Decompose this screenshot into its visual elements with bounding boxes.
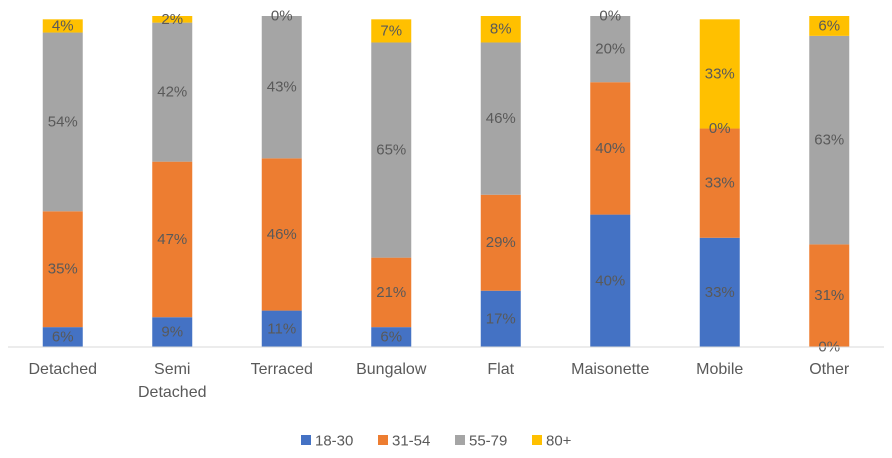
category-label: Maisonette: [571, 361, 649, 378]
bars-layer: [42, 16, 850, 347]
data-label: 46%: [267, 226, 297, 243]
data-label: 20%: [595, 41, 625, 58]
data-label: 2%: [161, 11, 183, 28]
legend-swatch: [455, 435, 465, 445]
bar-segment-18-30-maisonette: [590, 214, 631, 347]
bar-segment-31-54-flat: [480, 194, 521, 291]
category-label: Other: [809, 361, 850, 378]
data-label: 11%: [267, 320, 296, 337]
legend-swatch: [378, 435, 388, 445]
legend: 18-30 31-54 55-79 80+: [301, 433, 572, 450]
bar-segment-18-30-terraced: [261, 310, 302, 347]
bar-segment-18-30-detached: [42, 327, 83, 347]
data-label: 6%: [818, 17, 840, 34]
bar-segment-55-79-other: [809, 35, 850, 245]
data-label: 6%: [380, 329, 402, 346]
bar-segment-31-54-other: [809, 244, 850, 347]
category-label: Detached: [29, 361, 98, 378]
data-label: 33%: [705, 175, 735, 192]
data-label: 17%: [486, 310, 516, 327]
data-label: 0%: [709, 120, 731, 137]
bar-segment-18-30-mobile: [699, 237, 740, 347]
bar-segment-31-54-maisonette: [590, 82, 631, 215]
bar-segment-80+-bungalow: [371, 19, 412, 43]
data-label: 29%: [486, 234, 516, 251]
legend-label: 31-54: [392, 433, 430, 450]
bar-segment-55-79-terraced: [261, 16, 302, 159]
legend-label: 18-30: [315, 433, 353, 450]
data-label: 4%: [52, 17, 74, 34]
bar-segment-55-79-detached: [42, 32, 83, 212]
data-label: 40%: [595, 272, 625, 289]
bar-segment-80+-mobile: [699, 19, 740, 129]
data-label: 33%: [705, 65, 735, 82]
legend-label: 80+: [546, 433, 572, 450]
data-label: 42%: [157, 84, 187, 101]
bar-segment-55-79-maisonette: [590, 16, 631, 83]
category-label: Bungalow: [356, 361, 427, 378]
legend-swatch: [532, 435, 542, 445]
data-label: 54%: [48, 113, 78, 130]
data-label: 43%: [267, 79, 297, 96]
bar-segment-18-30-semi-detached: [152, 317, 193, 347]
bar-segment-31-54-terraced: [261, 158, 302, 311]
category-label: Semi: [154, 361, 190, 378]
bar-segment-55-79-bungalow: [371, 42, 412, 258]
data-label: 63%: [814, 132, 844, 149]
bar-segment-31-54-bungalow: [371, 257, 412, 328]
data-label: 65%: [376, 142, 406, 159]
category-labels-layer: Detached Semi Detached Terraced Bungalow Flat…: [29, 361, 850, 401]
bar-segment-31-54-semi-detached: [152, 161, 193, 318]
data-label: 46%: [486, 110, 516, 127]
category-label: Mobile: [696, 361, 743, 378]
data-label: 0%: [271, 8, 293, 25]
bar-segment-55-79-semi-detached: [152, 22, 193, 162]
category-label: Detached: [138, 384, 207, 401]
bar-segment-18-30-flat: [480, 290, 521, 347]
data-label: 0%: [599, 8, 621, 25]
data-labels-layer: 6% 35% 54% 4% 9% 47% 42% 2% 11% 46% 43% 0% 6% 21% 65% 7…: [48, 8, 845, 356]
legend-swatch: [301, 435, 311, 445]
data-label: 7%: [380, 22, 402, 39]
data-label: 6%: [52, 329, 74, 346]
data-label: 35%: [48, 261, 78, 278]
bar-segment-55-79-flat: [480, 42, 521, 195]
bar-segment-80+-flat: [480, 16, 521, 43]
bar-segment-80+-semi-detached: [152, 16, 193, 23]
bar-segment-18-30-bungalow: [371, 327, 412, 347]
data-label: 33%: [705, 284, 735, 301]
data-label: 31%: [814, 287, 844, 304]
category-label: Flat: [487, 361, 514, 378]
bar-segment-80+-detached: [42, 19, 83, 33]
bar-segment-31-54-detached: [42, 211, 83, 328]
bar-segment-31-54-mobile: [699, 128, 740, 238]
data-label: 8%: [490, 21, 512, 38]
data-label: 47%: [157, 231, 187, 248]
legend-label: 55-79: [469, 433, 507, 450]
data-label: 40%: [595, 140, 625, 157]
data-label: 21%: [376, 284, 406, 301]
data-label: 9%: [161, 324, 183, 341]
category-label: Terraced: [251, 361, 313, 378]
bar-segment-80+-other: [809, 16, 850, 36]
